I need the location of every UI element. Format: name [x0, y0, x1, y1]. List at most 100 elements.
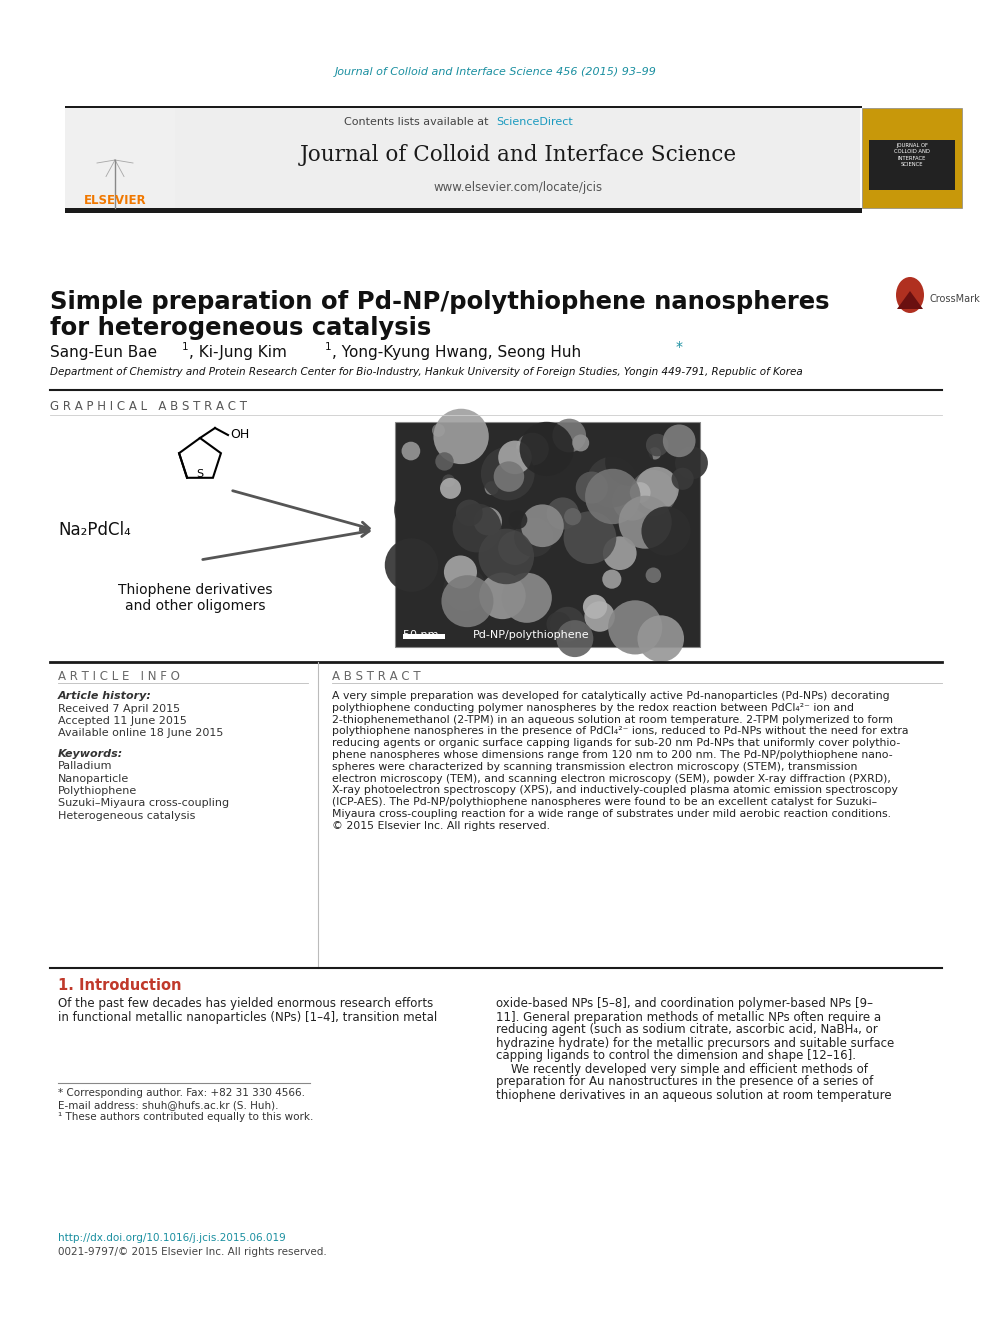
Text: , Ki-Jung Kim: , Ki-Jung Kim [189, 344, 292, 360]
Text: * Corresponding author. Fax: +82 31 330 4566.: * Corresponding author. Fax: +82 31 330 … [58, 1088, 305, 1098]
Circle shape [514, 517, 554, 557]
Circle shape [432, 423, 445, 437]
Circle shape [452, 504, 501, 553]
Circle shape [443, 556, 477, 589]
Text: Nanoparticle: Nanoparticle [58, 774, 129, 783]
Circle shape [583, 595, 607, 619]
Text: Received 7 April 2015: Received 7 April 2015 [58, 704, 181, 714]
Circle shape [498, 441, 532, 474]
Circle shape [443, 568, 487, 611]
Text: 0021-9797/© 2015 Elsevier Inc. All rights reserved.: 0021-9797/© 2015 Elsevier Inc. All right… [58, 1248, 326, 1257]
Text: phene nanospheres whose dimensions range from 120 nm to 200 nm. The Pd-NP/polyth: phene nanospheres whose dimensions range… [332, 750, 893, 759]
Polygon shape [897, 291, 923, 310]
Text: polythiophene conducting polymer nanospheres by the redox reaction between PdCl₄: polythiophene conducting polymer nanosph… [332, 703, 854, 713]
Circle shape [547, 497, 579, 529]
Text: 11]. General preparation methods of metallic NPs often require a: 11]. General preparation methods of meta… [496, 1011, 881, 1024]
Circle shape [635, 467, 679, 511]
Circle shape [509, 511, 528, 529]
Text: preparation for Au nanostructures in the presence of a series of: preparation for Au nanostructures in the… [496, 1076, 873, 1089]
Text: E-mail address: shuh@hufs.ac.kr (S. Huh).: E-mail address: shuh@hufs.ac.kr (S. Huh)… [58, 1099, 279, 1110]
Circle shape [646, 568, 661, 583]
Text: for heterogeneous catalysis: for heterogeneous catalysis [50, 316, 432, 340]
Text: Department of Chemistry and Protein Research Center for Bio-Industry, Hankuk Uni: Department of Chemistry and Protein Rese… [50, 366, 803, 377]
Circle shape [481, 447, 535, 500]
Circle shape [602, 570, 621, 589]
Text: A R T I C L E   I N F O: A R T I C L E I N F O [58, 669, 180, 683]
Circle shape [619, 496, 672, 549]
Circle shape [440, 478, 461, 499]
Circle shape [515, 602, 532, 619]
Circle shape [474, 507, 502, 536]
Circle shape [649, 447, 661, 459]
Text: 1. Introduction: 1. Introduction [58, 979, 182, 994]
Text: Sang-Eun Bae: Sang-Eun Bae [50, 344, 162, 360]
Text: Pd-NP/polythiophene: Pd-NP/polythiophene [473, 630, 589, 640]
Text: electron microscopy (TEM), and scanning electron microscopy (SEM), powder X-ray : electron microscopy (TEM), and scanning … [332, 774, 891, 783]
Text: S: S [196, 468, 203, 479]
Circle shape [394, 486, 442, 534]
Circle shape [575, 471, 608, 504]
Bar [395, 422, 700, 647]
Text: oxide-based NPs [5–8], and coordination polymer-based NPs [9–: oxide-based NPs [5–8], and coordination … [496, 998, 873, 1011]
Circle shape [605, 438, 654, 486]
Text: Available online 18 June 2015: Available online 18 June 2015 [58, 728, 223, 738]
Text: hydrazine hydrate) for the metallic precursors and suitable surface: hydrazine hydrate) for the metallic prec… [496, 1036, 894, 1049]
Circle shape [663, 425, 695, 458]
Text: (ICP-AES). The Pd-NP/polythiophene nanospheres were found to be an excellent cat: (ICP-AES). The Pd-NP/polythiophene nanos… [332, 798, 877, 807]
Circle shape [603, 536, 637, 570]
Circle shape [561, 427, 581, 446]
Text: 1: 1 [182, 343, 188, 352]
Circle shape [675, 446, 708, 479]
Circle shape [563, 511, 616, 564]
Circle shape [520, 422, 573, 476]
Circle shape [478, 529, 534, 585]
Circle shape [485, 482, 499, 495]
Circle shape [557, 620, 593, 658]
Text: 1: 1 [325, 343, 331, 352]
Text: Journal of Colloid and Interface Science: Journal of Colloid and Interface Science [300, 144, 737, 165]
Text: OH: OH [230, 429, 249, 442]
Circle shape [608, 601, 663, 655]
Circle shape [672, 468, 693, 490]
Text: Article history:: Article history: [58, 691, 152, 701]
Text: X-ray photoelectron spectroscopy (XPS), and inductively-coupled plasma atomic em: X-ray photoelectron spectroscopy (XPS), … [332, 786, 898, 795]
Circle shape [477, 519, 496, 537]
Circle shape [502, 573, 552, 623]
Text: http://dx.doi.org/10.1016/j.jcis.2015.06.019: http://dx.doi.org/10.1016/j.jcis.2015.06… [58, 1233, 286, 1244]
Bar [65, 208, 862, 213]
Text: Contents lists available at: Contents lists available at [344, 116, 496, 127]
Text: ScienceDirect: ScienceDirect [496, 116, 572, 127]
Text: G R A P H I C A L   A B S T R A C T: G R A P H I C A L A B S T R A C T [50, 400, 247, 413]
Circle shape [584, 601, 615, 632]
Bar [175, 108, 860, 208]
Circle shape [435, 452, 453, 471]
Text: , Yong-Kyung Hwang, Seong Huh: , Yong-Kyung Hwang, Seong Huh [332, 344, 586, 360]
Circle shape [612, 482, 652, 520]
Text: Miyaura cross-coupling reaction for a wide range of substrates under mild aerobi: Miyaura cross-coupling reaction for a wi… [332, 808, 891, 819]
Text: polythiophene nanospheres in the presence of PdCl₄²⁻ ions, reduced to Pd-NPs wit: polythiophene nanospheres in the presenc… [332, 726, 909, 737]
Circle shape [586, 456, 638, 508]
Text: reducing agents or organic surface capping ligands for sub-20 nm Pd-NPs that uni: reducing agents or organic surface cappi… [332, 738, 901, 749]
Circle shape [642, 507, 690, 556]
Circle shape [479, 573, 526, 619]
Text: *: * [676, 340, 683, 355]
Text: Thiophene derivatives: Thiophene derivatives [118, 583, 272, 597]
Circle shape [516, 433, 549, 466]
Circle shape [434, 409, 489, 464]
Text: 2-thiophenemethanol (2-TPM) in an aqueous solution at room temperature. 2-TPM po: 2-thiophenemethanol (2-TPM) in an aqueou… [332, 714, 893, 725]
Text: Na₂PdCl₄: Na₂PdCl₄ [58, 521, 131, 538]
Text: A B S T R A C T: A B S T R A C T [332, 669, 421, 683]
Circle shape [550, 607, 585, 642]
Circle shape [441, 576, 493, 627]
Text: www.elsevier.com/locate/jcis: www.elsevier.com/locate/jcis [434, 181, 602, 194]
Bar [65, 106, 862, 108]
Bar [65, 108, 175, 208]
Text: in functional metallic nanoparticles (NPs) [1–4], transition metal: in functional metallic nanoparticles (NP… [58, 1011, 437, 1024]
Bar [862, 108, 962, 208]
Circle shape [585, 468, 641, 524]
Circle shape [521, 504, 563, 548]
Circle shape [547, 611, 571, 636]
Text: ¹ These authors contributed equally to this work.: ¹ These authors contributed equally to t… [58, 1113, 313, 1122]
Text: Simple preparation of Pd-NP/polythiophene nanospheres: Simple preparation of Pd-NP/polythiophen… [50, 290, 829, 314]
Circle shape [553, 418, 586, 452]
